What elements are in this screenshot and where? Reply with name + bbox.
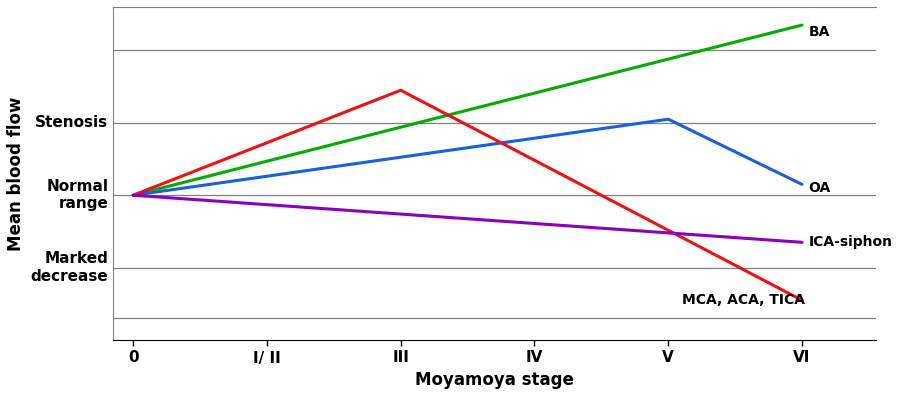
Text: ICA-siphon: ICA-siphon <box>809 235 892 249</box>
Y-axis label: Mean blood flow: Mean blood flow <box>7 96 25 251</box>
Text: MCA, ACA, TICA: MCA, ACA, TICA <box>681 293 805 307</box>
Text: BA: BA <box>809 25 830 39</box>
Text: OA: OA <box>809 181 831 195</box>
X-axis label: Moyamoya stage: Moyamoya stage <box>414 371 574 389</box>
